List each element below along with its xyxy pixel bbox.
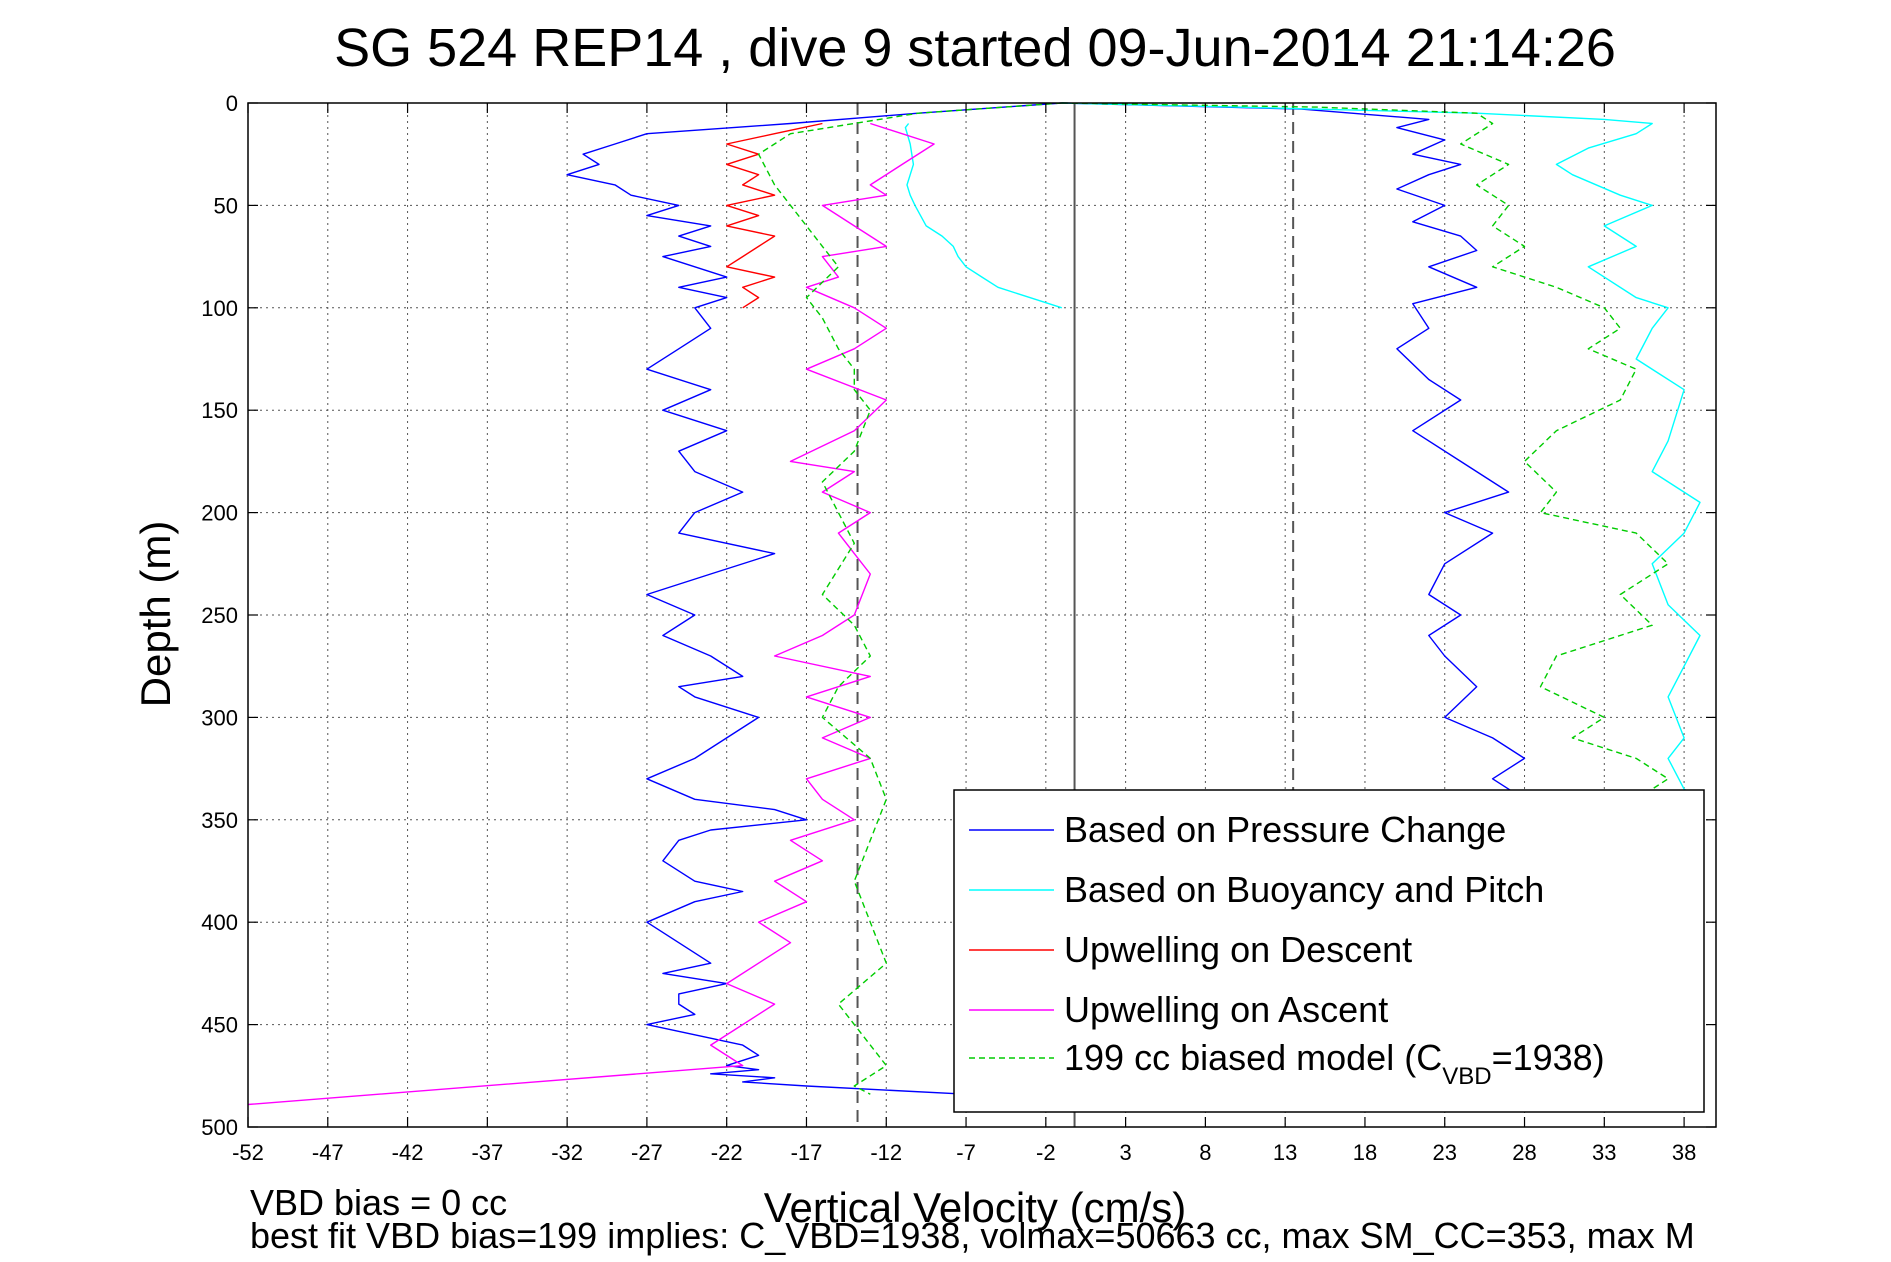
series-line-199-cc-biased-model-c: [1061, 102, 1669, 800]
legend-label: 199 cc biased model (CVBD=1938): [1064, 1037, 1605, 1090]
y-axis-label: Depth (m): [132, 521, 179, 708]
series-line-based-on-buoyancy-and-pitch: [904, 123, 1063, 309]
legend-label-text: Upwelling on Ascent: [1064, 989, 1388, 1030]
x-tick-label: 18: [1353, 1140, 1377, 1165]
legend-label: Based on Buoyancy and Pitch: [1064, 869, 1544, 910]
y-tick-label: 300: [201, 705, 238, 730]
legend-label: Based on Pressure Change: [1064, 809, 1506, 850]
y-tick-label: 100: [201, 296, 238, 321]
x-tick-label: -12: [870, 1140, 902, 1165]
legend-label-text: 199 cc biased model (C: [1064, 1037, 1442, 1078]
series-line-based-on-pressure-change: [1061, 102, 1526, 800]
x-tick-label: -17: [791, 1140, 823, 1165]
y-tick-label: 450: [201, 1013, 238, 1038]
x-tick-label: 23: [1432, 1140, 1456, 1165]
y-axis-ticks: 0 50 100 150 200 250 300 350 400 450 500: [201, 91, 1716, 1140]
legend-label-text: Based on Pressure Change: [1064, 809, 1506, 850]
x-tick-label: 28: [1512, 1140, 1536, 1165]
vbd-bias-annotation: VBD bias = 0 cc: [250, 1182, 507, 1223]
x-tick-label: -27: [631, 1140, 663, 1165]
x-tick-label: -32: [551, 1140, 583, 1165]
x-tick-label: -2: [1036, 1140, 1056, 1165]
x-tick-label: 33: [1592, 1140, 1616, 1165]
y-tick-label: 150: [201, 398, 238, 423]
x-tick-label: -52: [232, 1140, 264, 1165]
legend-label-text: Upwelling on Descent: [1064, 929, 1412, 970]
y-tick-label: 250: [201, 603, 238, 628]
x-tick-label: 8: [1199, 1140, 1211, 1165]
legend-label-suffix: =1938): [1492, 1037, 1605, 1078]
x-tick-label: -42: [392, 1140, 424, 1165]
x-axis-ticks: -52 -47 -42 -37 -32 -27 -22 -17 -12 -7 -2 3 8 13 18 23 2…: [232, 103, 1696, 1165]
series-line-199-cc-biased-model-c: [757, 102, 1062, 1095]
chart-title: SG 524 REP14 , dive 9 started 09-Jun-201…: [334, 18, 1616, 78]
series-line-upwelling-on-ascent: [247, 122, 935, 1106]
x-tick-label: -37: [471, 1140, 503, 1165]
legend-label: Upwelling on Descent: [1064, 929, 1412, 970]
x-tick-label: 38: [1672, 1140, 1696, 1165]
y-tick-label: 350: [201, 808, 238, 833]
series-line-based-on-buoyancy-and-pitch: [1061, 102, 1701, 800]
legend: Based on Pressure Change Based on Buoyanc…: [953, 789, 1705, 1113]
y-tick-label: 500: [201, 1115, 238, 1140]
x-tick-label: -7: [956, 1140, 976, 1165]
y-tick-label: 0: [226, 91, 238, 116]
x-tick-label: 13: [1273, 1140, 1297, 1165]
y-tick-label: 50: [214, 193, 238, 218]
legend-label: Upwelling on Ascent: [1064, 989, 1388, 1030]
legend-label-subscript: VBD: [1442, 1063, 1491, 1090]
legend-box: [953, 789, 1705, 1113]
x-tick-label: 3: [1119, 1140, 1131, 1165]
y-tick-label: 400: [201, 910, 238, 935]
legend-label-text: Based on Buoyancy and Pitch: [1064, 869, 1544, 910]
x-tick-label: -47: [312, 1140, 344, 1165]
x-tick-label: -22: [711, 1140, 743, 1165]
series-line-based-on-pressure-change: [566, 102, 1062, 1095]
x-axis-label: Vertical Velocity (cm/s): [764, 1184, 1186, 1231]
best-fit-annotation: best fit VBD bias=199 implies: C_VBD=193…: [250, 1215, 1695, 1256]
y-tick-label: 200: [201, 501, 238, 526]
